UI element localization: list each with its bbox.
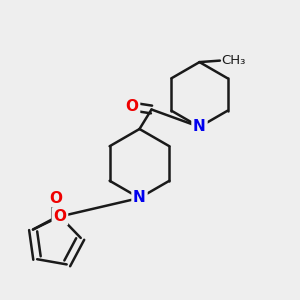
Text: CH₃: CH₃	[221, 54, 246, 67]
Text: N: N	[133, 190, 146, 206]
Text: O: O	[49, 190, 62, 206]
Text: O: O	[53, 209, 66, 224]
Text: O: O	[125, 99, 139, 114]
Text: N: N	[193, 119, 206, 134]
